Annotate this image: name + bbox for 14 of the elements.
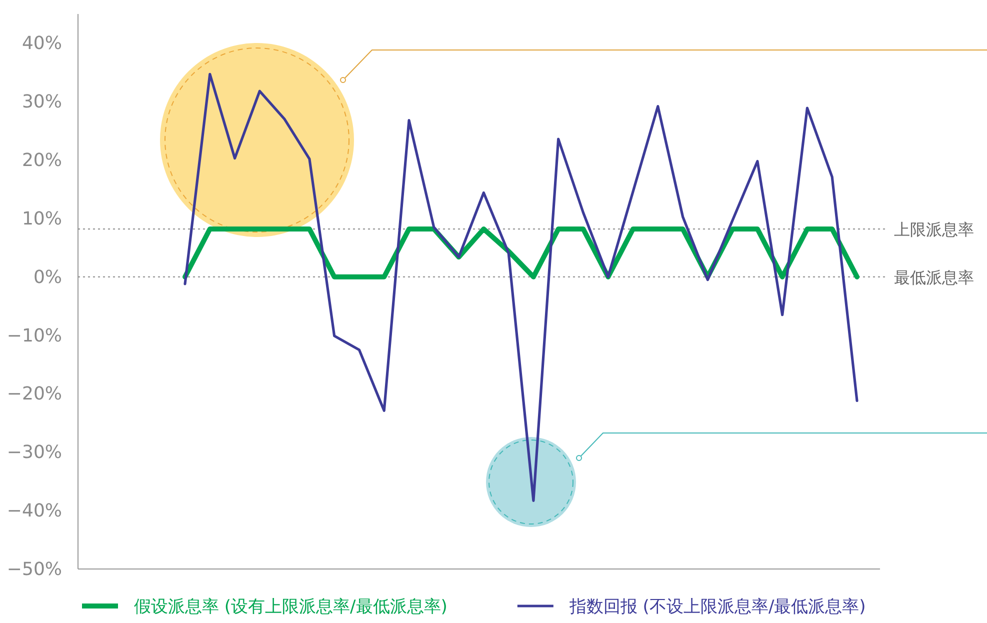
ref-line-label: 上限派息率 bbox=[894, 220, 974, 239]
y-tick-label: −50% bbox=[6, 559, 62, 580]
y-tick-label: 20% bbox=[22, 150, 62, 172]
legend-label: 假设派息率 (设有上限派息率/最低派息率) bbox=[134, 597, 448, 617]
y-tick-label: 30% bbox=[22, 92, 62, 113]
legend-label: 指数回报 (不设上限派息率/最低派息率) bbox=[568, 597, 866, 617]
y-tick-label: −40% bbox=[6, 500, 62, 522]
y-tick-label: −20% bbox=[6, 384, 62, 405]
ref-line-label: 最低派息率 bbox=[894, 268, 974, 287]
y-tick-label: 40% bbox=[22, 33, 62, 54]
y-tick-label: −30% bbox=[6, 442, 62, 464]
y-tick-label: 10% bbox=[22, 208, 62, 230]
y-tick-label: −10% bbox=[6, 325, 62, 346]
y-tick-label: 0% bbox=[33, 266, 62, 288]
